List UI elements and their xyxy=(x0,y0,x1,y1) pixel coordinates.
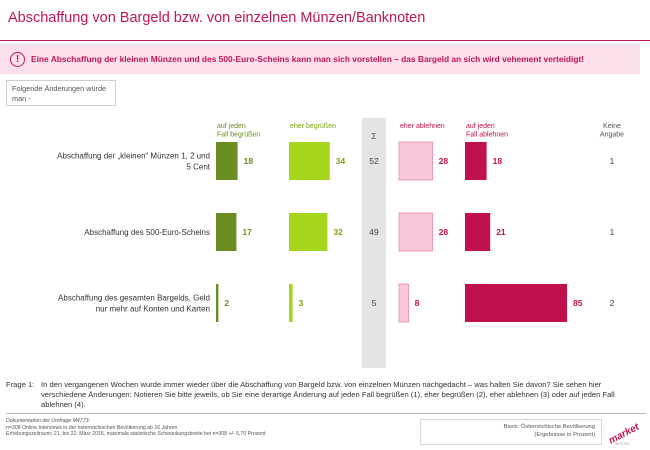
row-label: Abschaffung des gesamten Bargelds, Geld n… xyxy=(58,294,210,314)
bar-eher-ablehnen xyxy=(398,283,410,323)
basis-line: (Ergebnisse in Prozent) xyxy=(534,432,595,438)
logo-sub: INSTITUT xyxy=(615,442,629,446)
keine-angabe-value: 2 xyxy=(610,298,615,308)
sum-value: 5 xyxy=(372,298,377,308)
info-icon: ! xyxy=(10,52,25,67)
question-footer: Frage 1: In den vergangenen Wochen wurde… xyxy=(6,380,646,410)
bar-auf-jeden-fall-begruessen xyxy=(216,142,238,180)
value-label: 21 xyxy=(496,227,506,237)
bar-auf-jeden-fall-begruessen xyxy=(216,213,237,251)
bar-eher-ablehnen xyxy=(398,141,433,181)
value-label: 18 xyxy=(244,156,254,166)
bar-auf-jeden-fall-ablehnen xyxy=(465,284,567,322)
bar-auf-jeden-fall-begruessen xyxy=(216,284,219,322)
intro-box: Folgende Änderungen würde man - xyxy=(6,80,116,106)
column-header-auf-jeden-fall-ablehnen: auf jeden Fall ablehnen xyxy=(466,123,508,139)
value-label: 8 xyxy=(415,298,420,308)
headline-text: Eine Abschaffung der kleinen Münzen und … xyxy=(31,54,585,64)
headline-banner xyxy=(0,44,640,74)
column-header-eher-ablehnen: eher ablehnen xyxy=(400,123,445,130)
sum-column-band xyxy=(362,118,386,368)
question-label: Frage 1: xyxy=(6,380,35,389)
value-label: 18 xyxy=(493,156,503,166)
bar-eher-begruessen xyxy=(289,284,293,322)
row-label: Abschaffung der „kleinen“ Münzen 1, 2 un… xyxy=(57,152,211,172)
basis-line: Basis: Österreichische Bevölkerung xyxy=(503,424,595,430)
value-label: 28 xyxy=(439,156,449,166)
column-header-auf-jeden-fall-begruessen: auf jeden Fall begrüßen xyxy=(217,123,260,139)
value-label: 32 xyxy=(333,227,343,237)
documentation-heading: Dokumentation der Umfrage M4773: xyxy=(6,418,90,424)
bar-eher-ablehnen xyxy=(398,212,433,252)
documentation-line: n=308 Online Interviews in der österreic… xyxy=(6,424,178,431)
page-title: Abschaffung von Bargeld bzw. von einzeln… xyxy=(8,10,426,26)
basis-text: Basis: Österreichische Bevölkerung (Erge… xyxy=(425,423,595,439)
column-header-sum: Σ xyxy=(371,131,376,141)
keine-angabe-value: 1 xyxy=(610,156,615,166)
bar-eher-begruessen xyxy=(289,213,328,251)
sum-value: 52 xyxy=(369,156,379,166)
documentation-line: Erhebungszeitraum: 21. bis 22. März 2016… xyxy=(6,431,266,437)
sum-value: 49 xyxy=(369,227,379,237)
value-label: 28 xyxy=(439,227,449,237)
title-divider xyxy=(0,40,650,41)
bar-auf-jeden-fall-ablehnen xyxy=(465,213,491,251)
column-header-eher-begruessen: eher begrüßen xyxy=(290,123,336,130)
value-label: 85 xyxy=(573,298,583,308)
value-label: 17 xyxy=(242,227,252,237)
column-header-keine-angabe: Keine Angabe xyxy=(600,123,624,139)
question-text: In den vergangenen Wochen wurde immer wi… xyxy=(41,380,615,409)
keine-angabe-value: 1 xyxy=(610,227,615,237)
footer-divider xyxy=(6,413,646,414)
bar-eher-begruessen xyxy=(289,142,330,180)
documentation: Dokumentation der Umfrage M4773: n=308 O… xyxy=(6,418,266,438)
basis-box xyxy=(420,419,602,445)
value-label: 34 xyxy=(336,156,346,166)
value-label: 2 xyxy=(224,298,229,308)
market-logo: market INSTITUT xyxy=(607,421,642,446)
value-label: 3 xyxy=(299,298,304,308)
bar-auf-jeden-fall-ablehnen xyxy=(465,142,487,180)
row-label: Abschaffung des 500-Euro-Scheins xyxy=(84,228,210,237)
